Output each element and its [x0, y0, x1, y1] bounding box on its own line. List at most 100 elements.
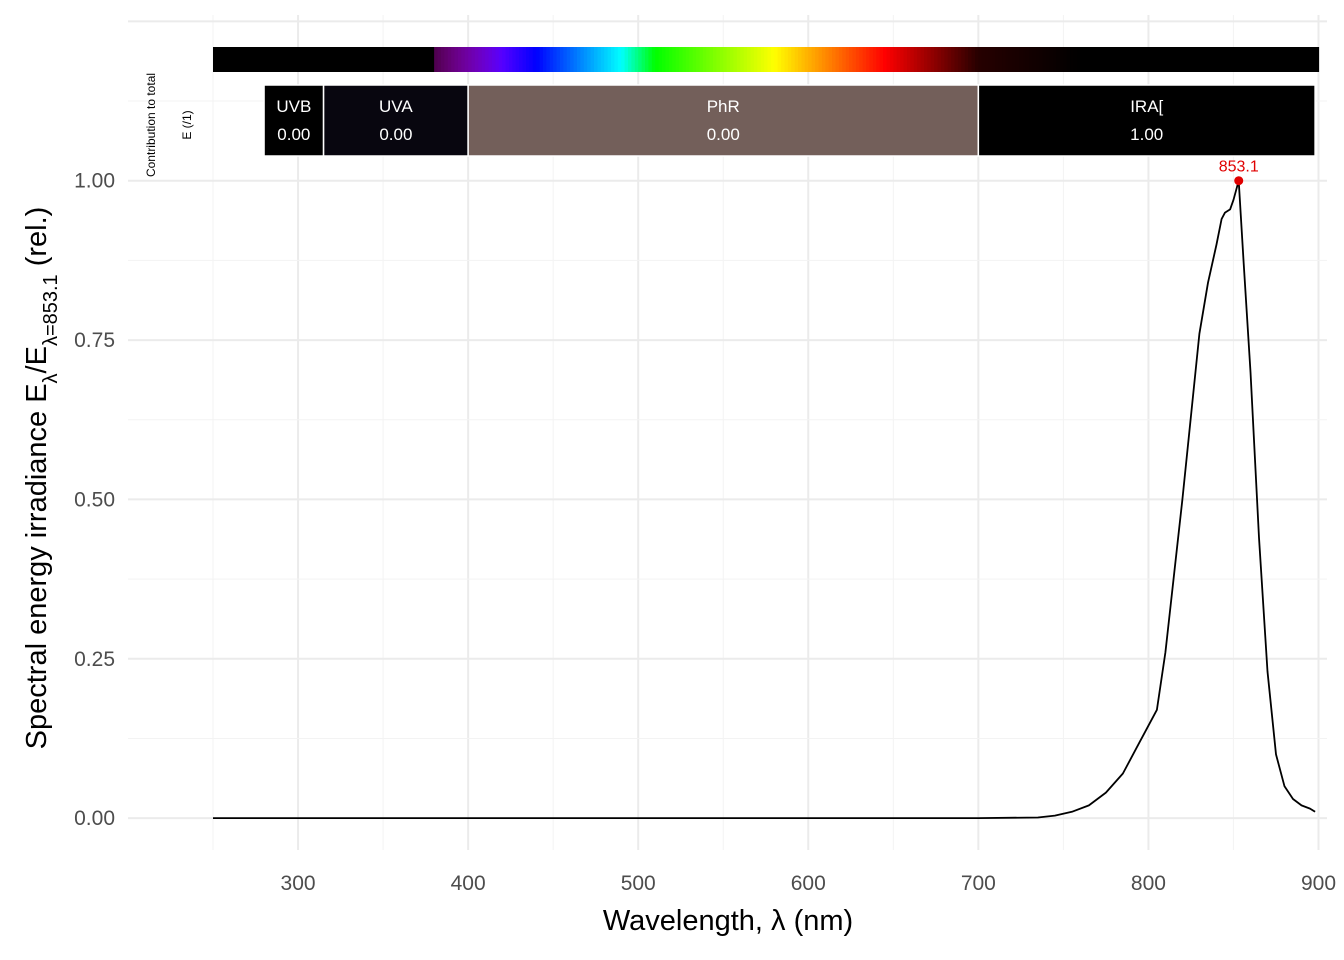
color-bar-segment: [413, 47, 418, 72]
color-bar-segment: [974, 47, 979, 72]
color-bar-segment: [1315, 47, 1320, 72]
color-bar-segment: [852, 47, 857, 72]
color-bar-segment: [1073, 47, 1078, 72]
color-bar-segment: [376, 47, 381, 72]
color-bar-segment: [508, 47, 513, 72]
color-bar-segment: [1148, 47, 1153, 72]
color-bar-segment: [559, 47, 564, 72]
color-bar-segment: [400, 47, 405, 72]
color-bar-segment: [764, 47, 769, 72]
color-bar-segment: [1046, 47, 1051, 72]
color-bar-segment: [1168, 47, 1173, 72]
color-bar-segment: [1049, 47, 1054, 72]
color-bar-segment: [427, 47, 432, 72]
color-bar-segment: [243, 47, 248, 72]
color-bar-segment: [366, 47, 371, 72]
y-axis-title-part: Spectral energy irradiance E: [21, 383, 53, 749]
axis-ticks: 300 400 500 600 700 800 900 0.00 0.25 0.50 0.75 1.0…: [74, 170, 1336, 895]
wavelength-color-bar: [213, 47, 1320, 72]
color-bar-segment: [961, 47, 966, 72]
band-box-uva: [322, 84, 469, 157]
color-bar-segment: [631, 47, 636, 72]
color-bar-segment: [1087, 47, 1092, 72]
color-bar-segment: [1012, 47, 1017, 72]
spectrum-line-group: [213, 179, 1316, 819]
color-bar-segment: [869, 47, 874, 72]
x-tick-label: 800: [1131, 872, 1166, 895]
color-bar-segment: [1107, 47, 1112, 72]
color-bar-segment: [624, 47, 629, 72]
color-bar-segment: [855, 47, 860, 72]
color-bar-segment: [1202, 47, 1207, 72]
color-bar-segment: [556, 47, 561, 72]
color-bar-segment: [447, 47, 452, 72]
color-bar-segment: [406, 47, 411, 72]
color-bar-segment: [1182, 47, 1187, 72]
color-bar-segment: [468, 47, 473, 72]
color-bar-segment: [1233, 47, 1238, 72]
color-bar-segment: [1301, 47, 1306, 72]
color-bar-segment: [1192, 47, 1197, 72]
color-bar-segment: [1226, 47, 1231, 72]
color-bar-segment: [284, 47, 289, 72]
color-bar-segment: [964, 47, 969, 72]
color-bar-segment: [815, 47, 820, 72]
color-bar-segment: [1175, 47, 1180, 72]
color-bar-segment: [1008, 47, 1013, 72]
band-box-ira: [977, 84, 1316, 157]
color-bar-segment: [1240, 47, 1245, 72]
color-bar-segment: [277, 47, 282, 72]
color-bar-segment: [988, 47, 993, 72]
color-bar-segment: [1090, 47, 1095, 72]
band-name: PhR: [707, 97, 740, 116]
color-bar-segment: [753, 47, 758, 72]
color-bar-segment: [1199, 47, 1204, 72]
color-bar-segment: [1209, 47, 1214, 72]
color-bar-segment: [403, 47, 408, 72]
color-bar-segment: [862, 47, 867, 72]
color-bar-segment: [1287, 47, 1292, 72]
color-bar-segment: [457, 47, 462, 72]
peak-marker-group: 853.1: [1219, 159, 1259, 186]
color-bar-segment: [1165, 47, 1170, 72]
color-bar-segment: [247, 47, 252, 72]
color-bar-segment: [488, 47, 493, 72]
color-bar-segment: [920, 47, 925, 72]
color-bar-segment: [791, 47, 796, 72]
color-bar-segment: [801, 47, 806, 72]
y-tick-label: 0.00: [74, 807, 115, 830]
color-bar-segment: [917, 47, 922, 72]
color-bar-segment: [1002, 47, 1007, 72]
color-bar-segment: [1155, 47, 1160, 72]
color-bar-segment: [355, 47, 360, 72]
color-bar-segment: [1032, 47, 1037, 72]
band-side-label-line-2: E (/1): [180, 110, 194, 139]
color-bar-segment: [651, 47, 656, 72]
color-bar-segment: [934, 47, 939, 72]
peak-point: [1234, 176, 1244, 186]
color-bar-segment: [971, 47, 976, 72]
color-bar-segment: [253, 47, 258, 72]
color-bar-segment: [1298, 47, 1303, 72]
color-bar-segment: [685, 47, 690, 72]
color-bar-segment: [264, 47, 269, 72]
color-bar-segment: [1104, 47, 1109, 72]
color-bar-segment: [628, 47, 633, 72]
color-bar-segment: [1270, 47, 1275, 72]
color-bar-segment: [1114, 47, 1119, 72]
color-bar-segment: [638, 47, 643, 72]
color-bar-segment: [1291, 47, 1296, 72]
color-bar-segment: [1019, 47, 1024, 72]
color-bar-segment: [1281, 47, 1286, 72]
y-axis-title-part: /E: [21, 346, 53, 373]
color-bar-segment: [740, 47, 745, 72]
y-tick-label: 1.00: [74, 170, 115, 193]
color-bar-segment: [410, 47, 415, 72]
color-bar-segment: [672, 47, 677, 72]
color-bar-segment: [250, 47, 255, 72]
color-bar-segment: [1189, 47, 1194, 72]
color-bar-segment: [362, 47, 367, 72]
color-bar-segment: [978, 47, 983, 72]
color-bar-segment: [1097, 47, 1102, 72]
color-bar-segment: [349, 47, 354, 72]
